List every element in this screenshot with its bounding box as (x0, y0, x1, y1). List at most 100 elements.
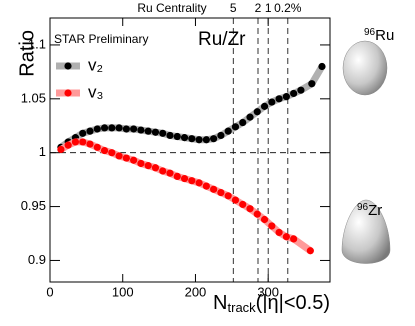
frame (49, 17, 331, 283)
data-point (180, 174, 189, 183)
data-point (239, 200, 247, 209)
legend-marker (64, 89, 72, 97)
ru-name: Ru (375, 27, 394, 44)
centrality-label: 1 (265, 1, 272, 15)
data-point (253, 108, 261, 116)
data-point (144, 127, 152, 135)
data-point (217, 188, 225, 197)
data-point (86, 127, 94, 135)
error-band (59, 138, 313, 254)
data-point (210, 135, 218, 143)
data-point (290, 89, 298, 98)
data-point (210, 185, 218, 193)
data-point (239, 118, 247, 127)
data-point (231, 196, 240, 204)
data-point (151, 128, 160, 136)
data-point (166, 131, 174, 140)
x-label-rest: (|η|<0.5) (256, 292, 330, 314)
data-point (108, 124, 116, 132)
y-tick-label: 1.05 (21, 90, 46, 105)
data-point (108, 149, 116, 157)
centrality-label: 0.2% (274, 1, 302, 15)
y-tick-label: 0.95 (21, 198, 46, 213)
data-point (151, 164, 160, 172)
zr-nucleus (341, 199, 391, 264)
data-point (260, 102, 269, 110)
data-point (224, 192, 232, 200)
legend-marker (64, 62, 72, 70)
data-point (93, 143, 101, 151)
data-point (115, 152, 123, 160)
data-point (159, 167, 167, 175)
ru-nucleus (342, 40, 388, 96)
data-point (260, 215, 269, 224)
x-tick-label: 200 (185, 284, 207, 299)
data-point (57, 145, 65, 154)
legend-label: v₂ (88, 55, 103, 74)
data-point (202, 182, 210, 190)
x-tick-label: 0 (46, 284, 53, 299)
data-point (246, 113, 254, 121)
y-tick-label: 1.1 (28, 36, 46, 51)
system-label: Ru/Zr (198, 29, 246, 50)
data-point (130, 125, 138, 133)
ru-label: 96Ru (364, 27, 394, 44)
data-point (86, 140, 94, 148)
x-axis-label: Ntrack(|η|<0.5) (213, 292, 330, 315)
data-point (166, 169, 174, 177)
data-point (268, 98, 276, 106)
data-point (246, 205, 254, 213)
data-point (130, 156, 138, 164)
data-point (195, 179, 203, 187)
y-tick-label: 0.9 (28, 252, 46, 267)
data-point (93, 125, 101, 133)
data-point (79, 129, 87, 137)
data-point (202, 136, 210, 144)
data-point (290, 235, 298, 243)
data-point (188, 135, 196, 143)
data-point (195, 136, 203, 144)
centrality-label: 5 (230, 1, 237, 15)
data-point (275, 228, 283, 237)
x-tick-label: 100 (112, 284, 134, 299)
zr-label: 96Zr (357, 202, 382, 219)
data-point (144, 162, 152, 170)
data-point (115, 124, 123, 132)
data-point (306, 247, 314, 255)
data-point (224, 127, 232, 135)
data-point (217, 131, 225, 140)
y-tick-label: 1 (39, 144, 46, 159)
data-point (100, 124, 109, 132)
x-label-sub: track (228, 300, 257, 315)
data-point (253, 210, 261, 218)
top-axis-label: Ru Centrality (137, 1, 206, 15)
data-point (100, 146, 109, 155)
data-point (64, 141, 72, 149)
data-point (282, 93, 290, 101)
data-point (137, 159, 145, 168)
zr-mass: 96 (357, 202, 369, 213)
centrality-label: 2 (255, 1, 262, 15)
data-point (79, 138, 87, 146)
data-point (231, 123, 240, 131)
data-point (122, 154, 130, 162)
data-point (159, 129, 167, 137)
y-axis-label: Ratio (16, 30, 38, 77)
data-point (71, 138, 80, 146)
x-label-main: N (213, 292, 227, 314)
data-point (268, 222, 276, 230)
data-point (188, 177, 196, 185)
data-point (318, 62, 326, 71)
data-point (308, 80, 316, 88)
experiment-label: STAR Preliminary (54, 32, 148, 46)
data-point (173, 132, 181, 141)
legend-label: v₃ (88, 82, 103, 101)
data-point (282, 233, 290, 241)
ru-mass: 96 (364, 27, 376, 38)
x-tick-label: 300 (257, 284, 279, 299)
data-point (297, 86, 305, 94)
data-point (122, 125, 130, 133)
